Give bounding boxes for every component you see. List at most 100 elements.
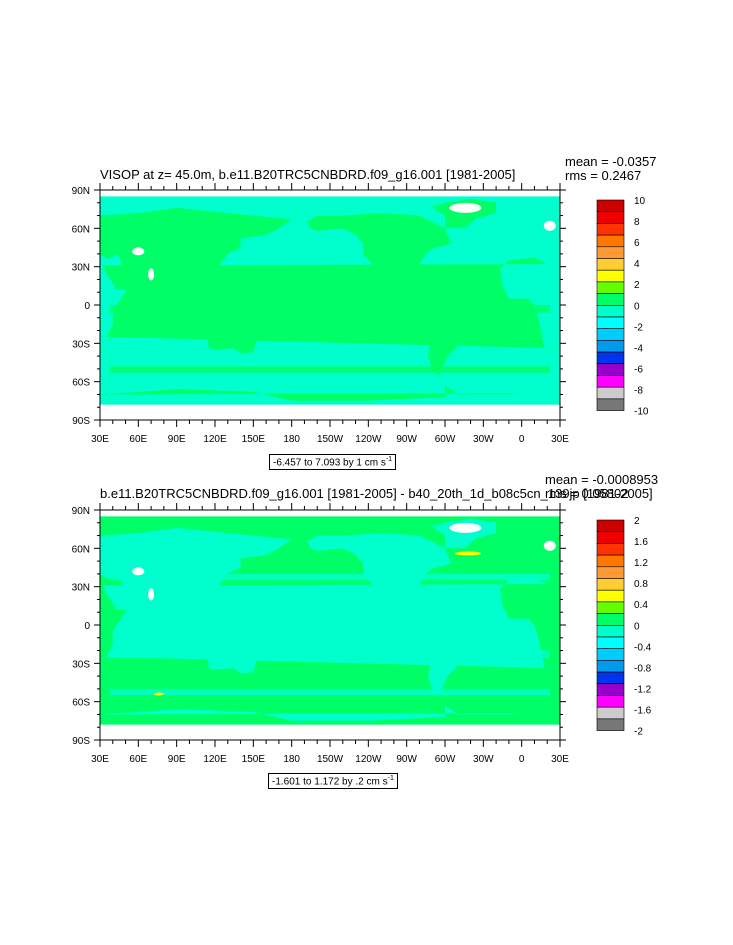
colorbar-box xyxy=(596,328,625,341)
landmass-antarctica-shelf xyxy=(100,385,522,408)
lon-label: 120W xyxy=(355,754,382,765)
lon-label: 30E xyxy=(91,754,109,765)
landmass-antarctica-shelf xyxy=(100,705,522,728)
lat-label: 0 xyxy=(84,301,90,312)
lon-label: 30W xyxy=(473,434,494,445)
lon-label: 60W xyxy=(435,434,456,445)
missing-data-patch xyxy=(148,588,155,601)
plot-title: VISOP at z= 45.0m, b.e11.B20TRC5CNBDRD.f… xyxy=(100,167,516,182)
colorbar-label: -8 xyxy=(634,386,643,397)
colorbar-box xyxy=(596,578,625,591)
colorbar-label: 4 xyxy=(634,259,640,270)
lon-label: 60W xyxy=(435,754,456,765)
colorbar-box xyxy=(596,625,625,638)
colorbar-label: 0.4 xyxy=(634,600,648,611)
colorbar-box xyxy=(596,340,625,353)
lon-label: 30W xyxy=(473,754,494,765)
colorbar-box xyxy=(596,363,625,376)
colorbar-box xyxy=(596,519,625,532)
lat-label: 60N xyxy=(72,544,90,555)
missing-data-patch xyxy=(449,522,482,533)
lat-label: 90N xyxy=(72,186,90,197)
field-band xyxy=(110,305,550,313)
colorbar-box xyxy=(596,613,625,626)
lat-label: 30N xyxy=(72,583,90,594)
colorbar-box xyxy=(596,531,625,544)
lon-label: 90W xyxy=(396,434,417,445)
lon-label: 150E xyxy=(242,434,266,445)
colorbar-box xyxy=(596,246,625,259)
rms-value: rms = 0.2467 xyxy=(565,168,642,183)
contour-info-text: -6.457 to 7.093 by 1 cm s xyxy=(273,457,386,469)
colorbar-box xyxy=(596,199,625,212)
missing-data-patch xyxy=(543,220,556,231)
colorbar-box xyxy=(596,695,625,708)
colorbar-label: -1.6 xyxy=(634,706,652,717)
panel-2: mean = -0.0008953 rms = 0.05802 b.e11.B2… xyxy=(0,470,733,790)
colorbar-label: -0.8 xyxy=(634,663,652,674)
anomaly-patch xyxy=(153,692,164,696)
lat-label: 90N xyxy=(72,506,90,517)
colorbar-box xyxy=(596,223,625,236)
rms-value: rms = 0.05802 xyxy=(545,486,629,501)
panel-1: mean = -0.0357 rms = 0.2467 VISOP at z= … xyxy=(0,150,733,471)
colorbar-label: 8 xyxy=(634,217,640,228)
colorbar-box xyxy=(596,258,625,271)
lon-label: 60E xyxy=(129,754,147,765)
landmass-australia xyxy=(207,317,258,354)
colorbar-label: 10 xyxy=(634,196,646,207)
lat-label: 90S xyxy=(72,416,90,427)
lon-label: 90W xyxy=(396,754,417,765)
colorbar-label: 0.8 xyxy=(634,579,648,590)
field-band xyxy=(110,366,550,373)
colorbar-label: -6 xyxy=(634,364,643,375)
lon-label: 180 xyxy=(283,754,300,765)
colorbar-label: -10 xyxy=(634,407,649,418)
colorbar-box xyxy=(596,351,625,365)
lat-label: 60N xyxy=(72,224,90,235)
colorbar-label: -1.2 xyxy=(634,684,652,695)
colorbar-box xyxy=(596,293,625,306)
colorbar-box xyxy=(596,386,625,400)
mean-value: mean = -0.0008953 xyxy=(545,472,659,487)
lon-label: 150W xyxy=(317,434,344,445)
lon-label: 120W xyxy=(355,434,382,445)
colorbar-label: 6 xyxy=(634,238,640,249)
lon-label: 30E xyxy=(551,434,569,445)
colorbar-box xyxy=(596,648,625,661)
colorbar-box xyxy=(596,671,625,685)
lon-label: 30E xyxy=(551,754,569,765)
lon-label: 150E xyxy=(242,754,266,765)
lon-label: 90E xyxy=(168,434,186,445)
colorbar-box xyxy=(596,718,625,731)
colorbar-label: 2 xyxy=(634,280,640,291)
field-band xyxy=(110,573,550,581)
lon-label: 0 xyxy=(519,754,525,765)
colorbar-label: -2 xyxy=(634,322,643,333)
colorbar-box xyxy=(596,660,625,673)
colorbar-label: 1.2 xyxy=(634,558,648,569)
lon-label: 150W xyxy=(317,754,344,765)
lat-label: 30N xyxy=(72,263,90,274)
lat-label: 30S xyxy=(72,659,90,670)
colorbar-label: -4 xyxy=(634,343,643,354)
lat-label: 0 xyxy=(84,621,90,632)
lat-label: 60S xyxy=(72,698,90,709)
colorbar-label: 2 xyxy=(634,516,640,527)
lat-label: 30S xyxy=(72,339,90,350)
contour-info-box: -6.457 to 7.093 by 1 cm s-1 xyxy=(269,454,397,471)
colorbar-label: 0 xyxy=(634,301,640,312)
lat-label: 60S xyxy=(72,378,90,389)
colorbar-box xyxy=(596,269,625,283)
lon-label: 60E xyxy=(129,434,147,445)
landmass-north-america xyxy=(307,213,452,295)
missing-data-patch xyxy=(148,268,155,281)
colorbar-box xyxy=(596,234,625,248)
missing-data-patch xyxy=(132,247,145,256)
lat-label: 90S xyxy=(72,736,90,747)
lon-label: 30E xyxy=(91,434,109,445)
colorbar-label: 0 xyxy=(634,621,640,632)
colorbar-label: -2 xyxy=(634,727,643,738)
colorbar-box xyxy=(596,683,625,696)
